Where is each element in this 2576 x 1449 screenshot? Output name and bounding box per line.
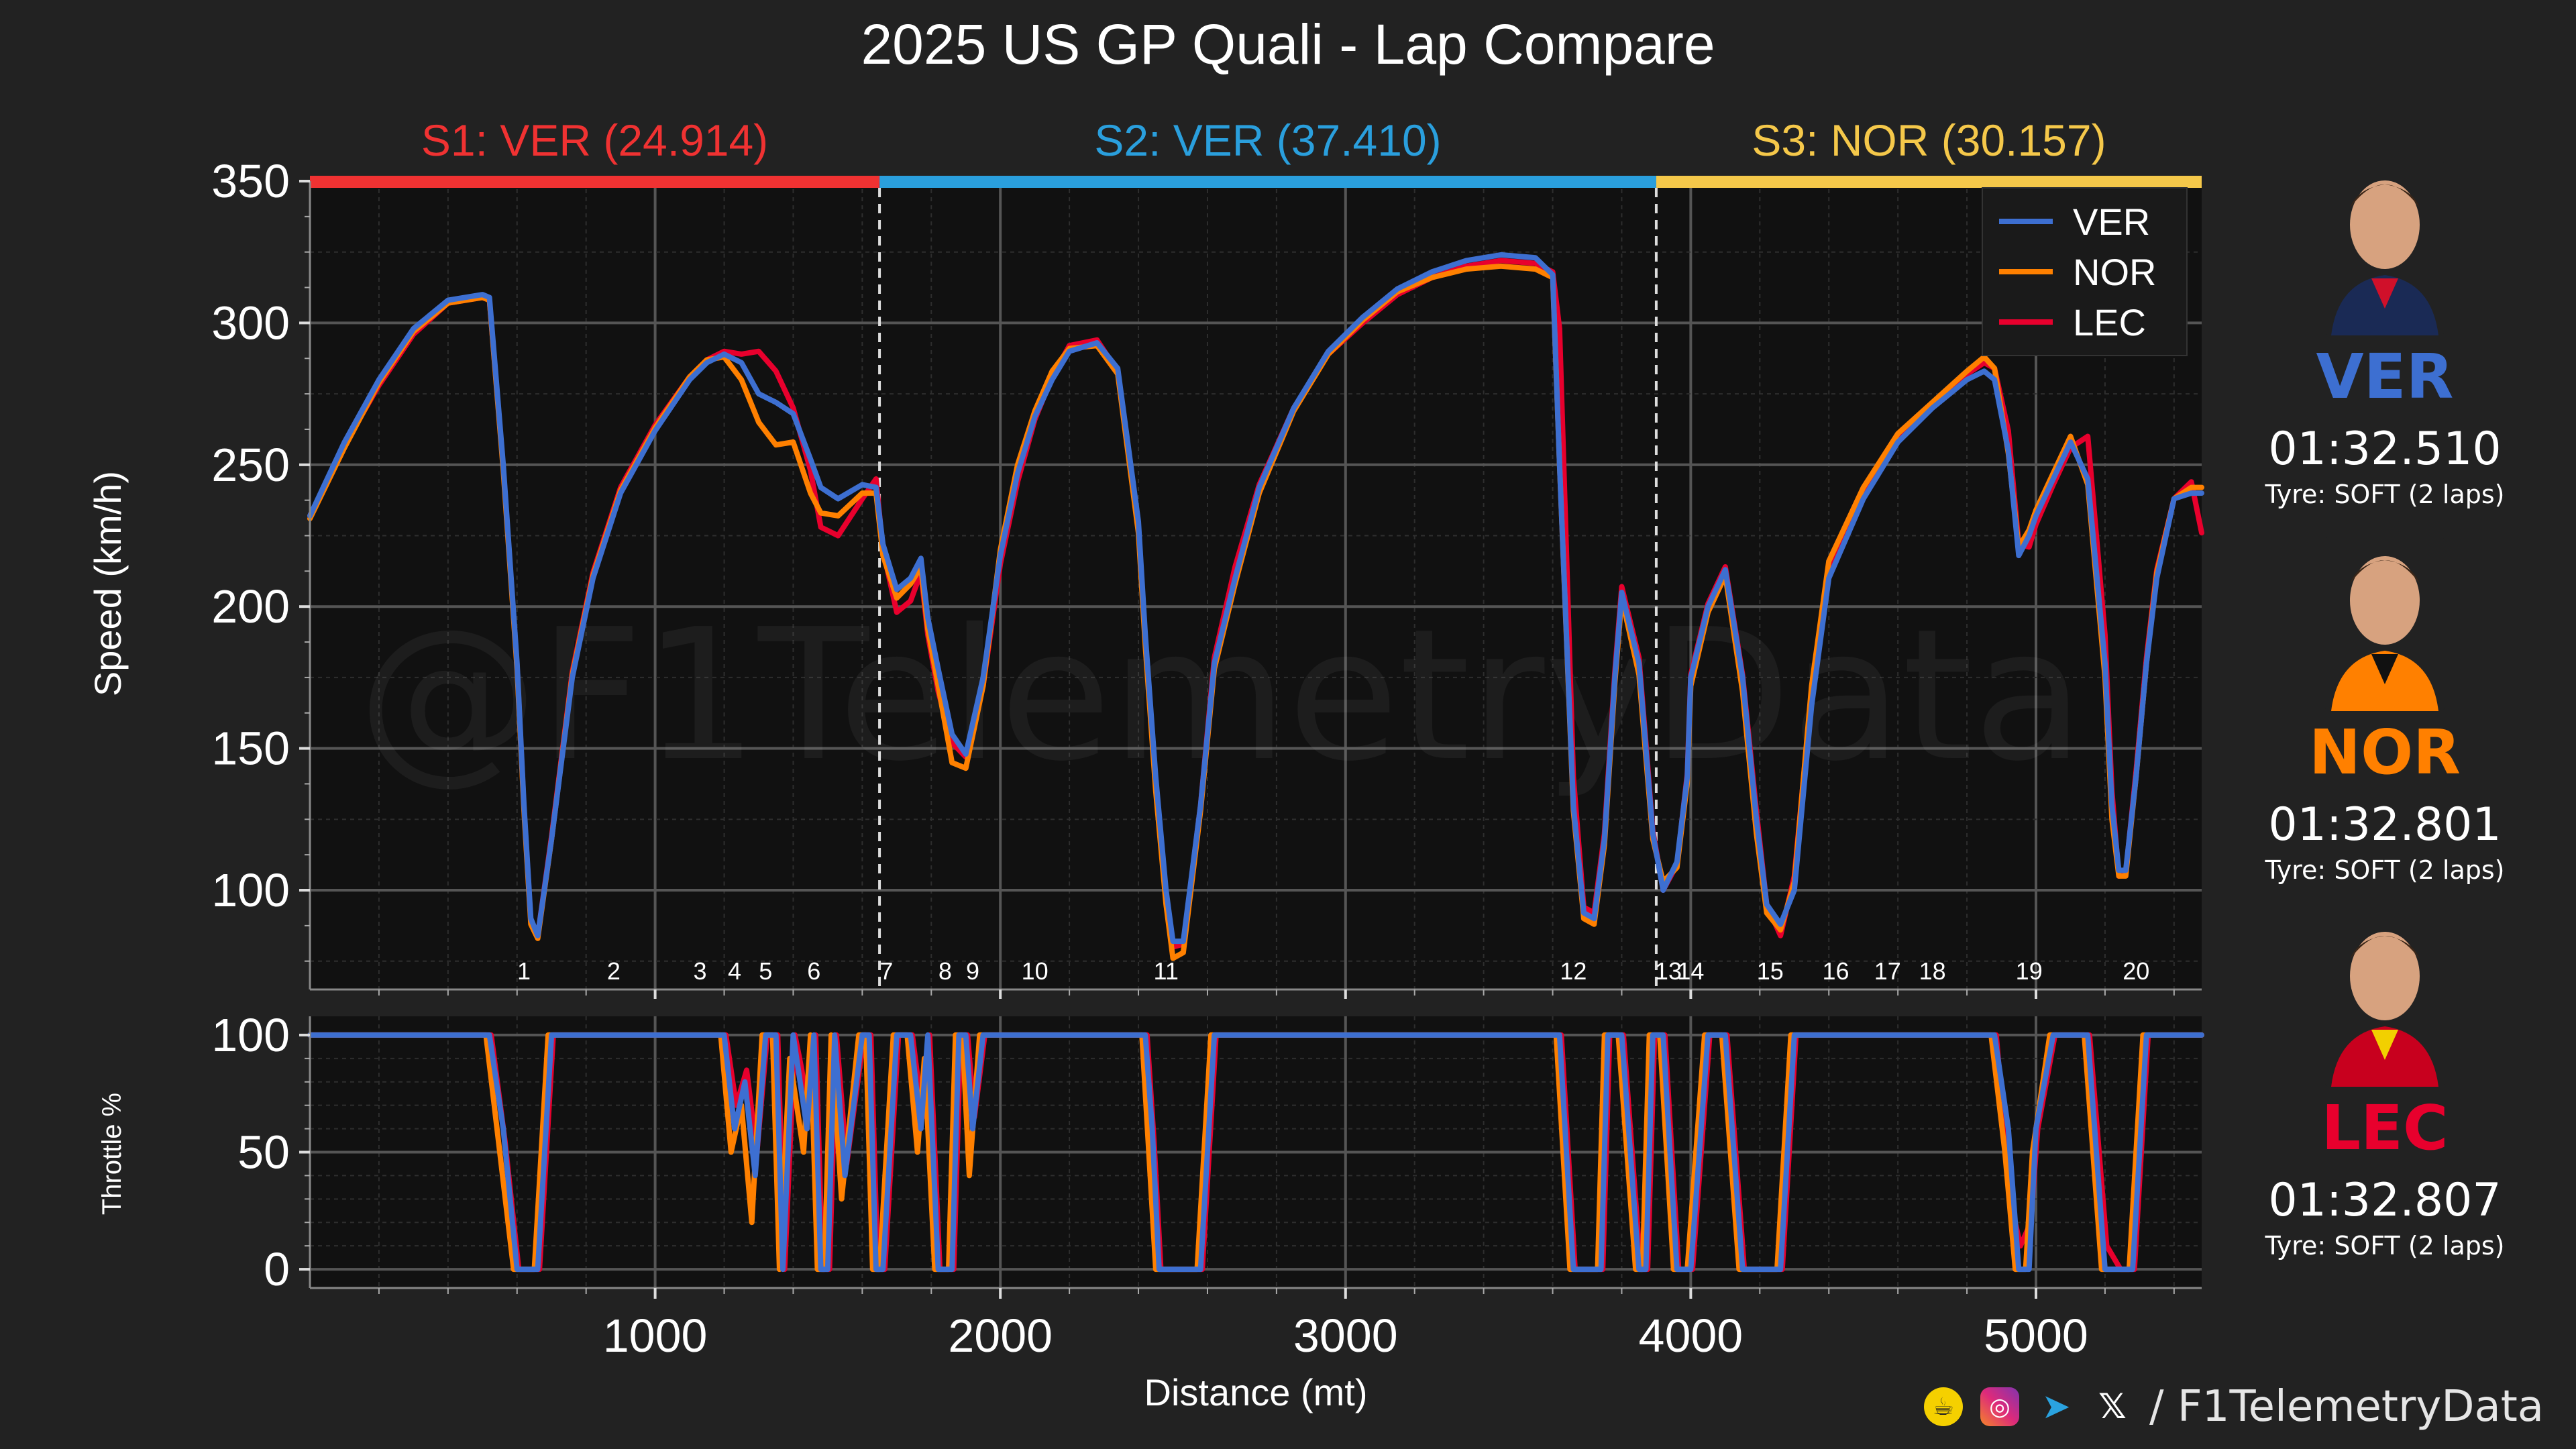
driver-code: NOR (2308, 716, 2461, 788)
telegram-icon[interactable]: ➤ (2041, 1387, 2071, 1427)
corner-label: 17 (1874, 957, 1901, 985)
corner-label: 12 (1560, 957, 1587, 985)
corner-label: 14 (1677, 957, 1704, 985)
sector-label-1: S1: VER (24.914) (421, 115, 768, 165)
chart-title: 2025 US GP Quali - Lap Compare (861, 13, 1715, 76)
corner-label: 5 (759, 957, 772, 985)
throttle-y-axis-label: Throttle % (97, 1093, 127, 1215)
footer-handle[interactable]: / F1TelemetryData (2149, 1382, 2544, 1432)
speed-y-tick-label: 250 (211, 439, 290, 491)
driver-portrait-icon (2331, 180, 2438, 335)
throttle-y-tick-label: 0 (264, 1243, 290, 1295)
driver-portrait-icon (2331, 556, 2438, 711)
driver-code: VER (2316, 341, 2454, 413)
driver-sidebar: VER 01:32.510 Tyre: SOFT (2 laps) NOR 01:32.… (2214, 161, 2556, 1301)
speed-y-tick-label: 100 (211, 864, 290, 916)
x-tick-label: 2000 (948, 1309, 1053, 1362)
legend-label-ver: VER (2073, 201, 2150, 243)
footer: ☕ ◎ ➤ 𝕏 / F1TelemetryData (1924, 1382, 2544, 1432)
corner-label: 3 (693, 957, 706, 985)
corner-label: 13 (1655, 957, 1682, 985)
throttle-y-tick-label: 100 (211, 1009, 290, 1061)
speed-y-axis-label: Speed (km/h) (87, 471, 129, 696)
corner-label: 15 (1757, 957, 1784, 985)
driver-avatar (2324, 161, 2445, 335)
legend: VER NOR LEC (1982, 187, 2188, 356)
sector-label-2: S2: VER (37.410) (1094, 115, 1441, 165)
driver-avatar (2324, 537, 2445, 711)
driver-tyre-info: Tyre: SOFT (2 laps) (2265, 1231, 2505, 1260)
driver-lap-time: 01:32.801 (2268, 798, 2502, 851)
driver-tyre-info: Tyre: SOFT (2 laps) (2265, 855, 2505, 885)
x-icon[interactable]: 𝕏 (2098, 1387, 2127, 1427)
x-tick-label: 1000 (603, 1309, 708, 1362)
speed-plot-area (310, 181, 2202, 989)
corner-label: 11 (1154, 957, 1179, 985)
corner-label: 7 (879, 957, 893, 985)
corner-label: 2 (607, 957, 621, 985)
speed-y-tick-label: 200 (211, 580, 290, 633)
legend-label-nor: NOR (2073, 251, 2156, 293)
sector-label-3: S3: NOR (30.157) (1752, 115, 2106, 165)
buymeacoffee-icon[interactable]: ☕ (1924, 1387, 1963, 1426)
speed-y-tick-label: 350 (211, 155, 290, 207)
speed-y-tick-label: 150 (211, 722, 290, 775)
corner-label: 1 (517, 957, 531, 985)
driver-card-lec: LEC 01:32.807 Tyre: SOFT (2 laps) (2214, 912, 2556, 1275)
driver-lap-time: 01:32.510 (2268, 423, 2502, 476)
x-tick-label: 3000 (1293, 1309, 1398, 1362)
corner-label: 8 (938, 957, 952, 985)
driver-portrait-icon (2331, 932, 2438, 1087)
x-tick-label: 5000 (1984, 1309, 2088, 1362)
corner-label: 4 (728, 957, 741, 985)
corner-label: 9 (966, 957, 979, 985)
speed-y-tick-label: 300 (211, 297, 290, 349)
instagram-icon[interactable]: ◎ (1980, 1387, 2019, 1426)
driver-lap-time: 01:32.807 (2268, 1174, 2502, 1227)
driver-code: LEC (2321, 1092, 2449, 1164)
driver-tyre-info: Tyre: SOFT (2 laps) (2265, 480, 2505, 509)
corner-label: 19 (2016, 957, 2043, 985)
legend-label-lec: LEC (2073, 301, 2146, 343)
driver-avatar (2324, 912, 2445, 1087)
sector-bar-1 (310, 176, 880, 188)
sector-bar-3 (1656, 176, 2202, 188)
driver-card-ver: VER 01:32.510 Tyre: SOFT (2 laps) (2214, 161, 2556, 523)
x-axis-label: Distance (mt) (1144, 1371, 1368, 1413)
x-tick-label: 4000 (1639, 1309, 1743, 1362)
driver-card-nor: NOR 01:32.801 Tyre: SOFT (2 laps) (2214, 537, 2556, 899)
sector-bar-2 (879, 176, 1656, 188)
speed-line-ver (307, 252, 2204, 945)
corner-label: 16 (1823, 957, 1849, 985)
corner-label: 18 (1919, 957, 1946, 985)
throttle-line-ver (307, 1032, 2204, 1273)
throttle-y-tick-label: 50 (237, 1126, 290, 1179)
corner-label: 6 (807, 957, 820, 985)
corner-label: 20 (2123, 957, 2149, 985)
corner-label: 10 (1022, 957, 1049, 985)
